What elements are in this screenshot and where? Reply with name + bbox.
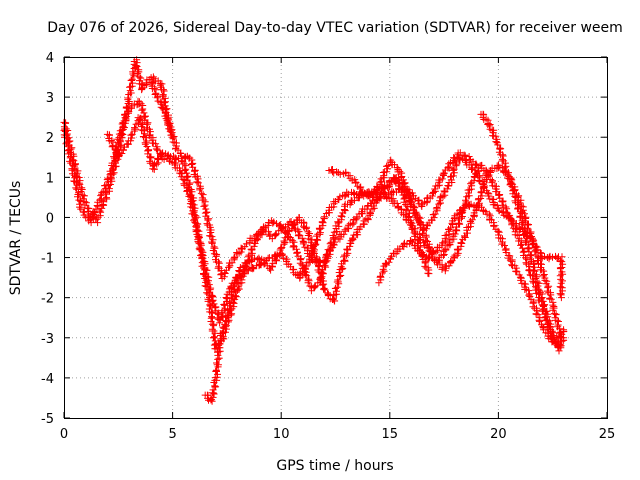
y-tick-label: -2 xyxy=(41,292,54,307)
x-tick-label: 10 xyxy=(273,427,290,442)
series-track-8 xyxy=(325,149,481,234)
plot-frame xyxy=(64,57,608,419)
data-marks xyxy=(60,56,568,405)
grid xyxy=(64,57,607,418)
x-axis-label: GPS time / hours xyxy=(276,458,393,474)
x-tick-label: 25 xyxy=(599,427,616,442)
series-marks xyxy=(201,174,433,405)
x-tick-label: 5 xyxy=(168,427,176,442)
y-tick-label: 4 xyxy=(46,51,54,66)
y-tick-label: -4 xyxy=(41,372,54,387)
series-track-7 xyxy=(477,110,568,347)
series-marks xyxy=(477,110,568,347)
y-tick-label: 0 xyxy=(46,211,54,226)
x-tick-label: 20 xyxy=(490,427,507,442)
y-tick-label: 2 xyxy=(46,131,54,146)
y-tick-label: -1 xyxy=(41,252,54,267)
y-tick-label: 3 xyxy=(46,91,54,106)
y-tick-label: -5 xyxy=(41,412,54,427)
y-axis-label: SDTVAR / TECUs xyxy=(8,181,24,296)
chart-title: Day 076 of 2026, Sidereal Day-to-day VTE… xyxy=(47,20,623,36)
y-tick-label: -3 xyxy=(41,332,54,347)
series-track-5 xyxy=(201,174,433,405)
series-marks xyxy=(325,149,481,234)
y-tick-label: 1 xyxy=(46,171,54,186)
x-tick-label: 15 xyxy=(382,427,399,442)
x-tick-label: 0 xyxy=(60,427,68,442)
